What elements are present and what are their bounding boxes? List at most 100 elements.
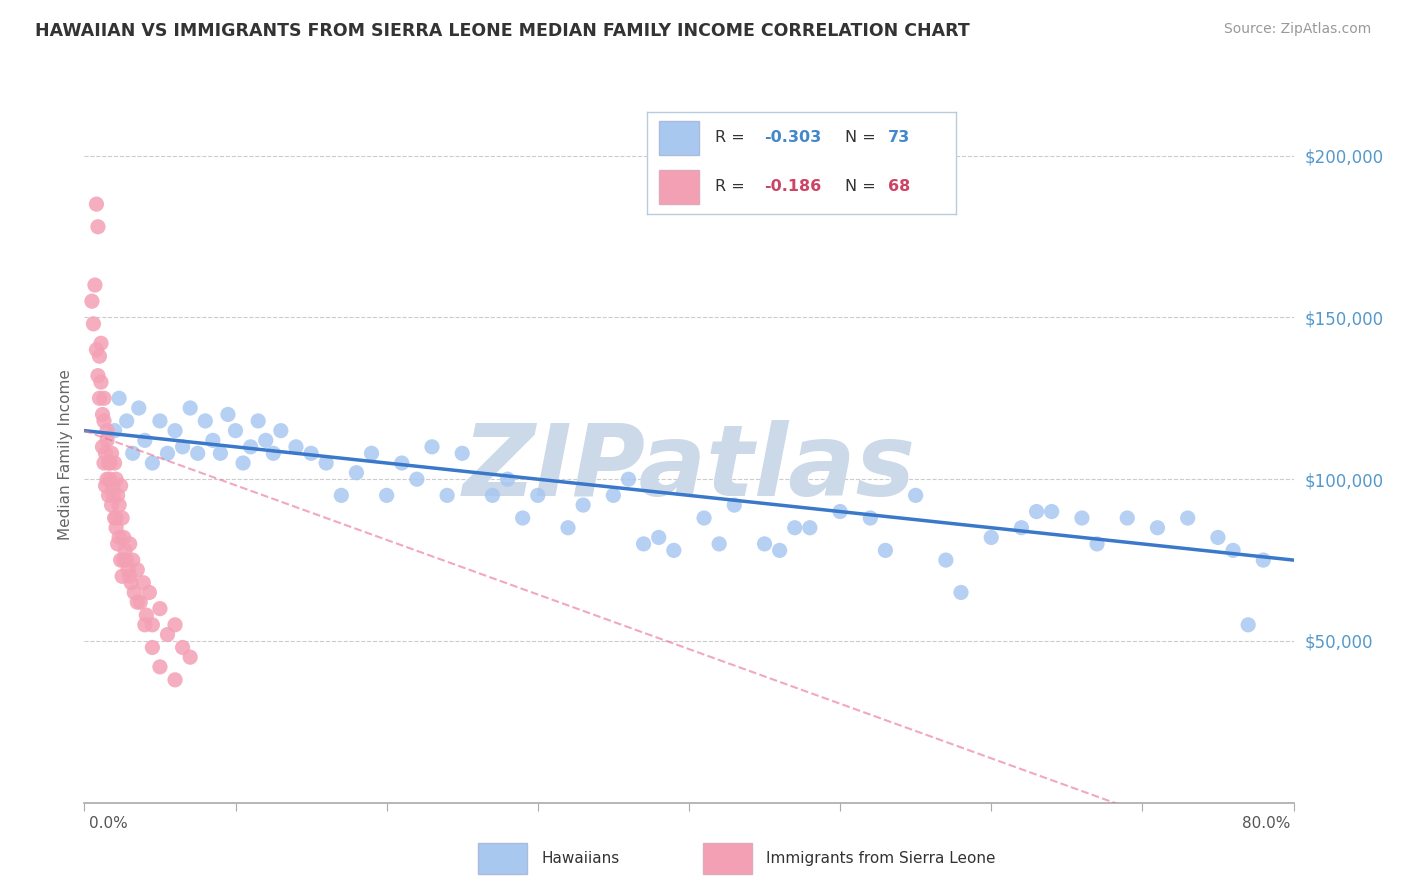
Point <box>633 537 655 551</box>
Point <box>149 414 172 428</box>
Point <box>138 585 160 599</box>
Point <box>194 414 217 428</box>
Point <box>104 456 127 470</box>
Point <box>141 617 163 632</box>
Point <box>127 563 149 577</box>
FancyBboxPatch shape <box>659 120 699 154</box>
Point <box>709 537 731 551</box>
Text: Immigrants from Sierra Leone: Immigrants from Sierra Leone <box>766 851 995 866</box>
Point <box>225 424 247 438</box>
Point <box>935 553 957 567</box>
Point <box>284 440 308 454</box>
Text: 68: 68 <box>889 179 910 194</box>
Point <box>980 531 1002 545</box>
Point <box>165 673 187 687</box>
Point <box>141 456 163 470</box>
Point <box>122 585 145 599</box>
Point <box>105 521 128 535</box>
Point <box>96 424 118 438</box>
Point <box>105 472 128 486</box>
Point <box>128 401 150 415</box>
Point <box>723 498 745 512</box>
Point <box>112 553 135 567</box>
Point <box>165 617 187 632</box>
Point <box>91 408 114 422</box>
Point <box>86 197 108 211</box>
Point <box>104 424 127 438</box>
Point <box>96 434 118 448</box>
FancyBboxPatch shape <box>659 170 699 204</box>
Point <box>89 349 111 363</box>
Text: 73: 73 <box>889 130 910 145</box>
Point <box>112 531 135 545</box>
Point <box>769 543 792 558</box>
Point <box>262 446 284 460</box>
Point <box>149 660 172 674</box>
Point <box>94 478 117 492</box>
Point <box>120 575 142 590</box>
Point <box>141 640 163 655</box>
Point <box>93 414 115 428</box>
Point <box>156 446 179 460</box>
Point <box>254 434 277 448</box>
Point <box>172 440 194 454</box>
Point <box>98 456 121 470</box>
Text: 0.0%: 0.0% <box>89 816 128 831</box>
Point <box>156 627 179 641</box>
Point <box>512 511 534 525</box>
Point <box>662 543 685 558</box>
Point <box>129 595 152 609</box>
Text: Hawaiians: Hawaiians <box>541 851 620 866</box>
Point <box>97 456 120 470</box>
Point <box>134 617 156 632</box>
Point <box>420 440 443 454</box>
Point <box>247 414 270 428</box>
Point <box>111 569 134 583</box>
Point <box>134 434 156 448</box>
Point <box>1010 521 1032 535</box>
Point <box>1222 543 1244 558</box>
Point <box>172 640 194 655</box>
Point <box>84 278 107 293</box>
Point <box>118 569 141 583</box>
Point <box>100 498 122 512</box>
Point <box>830 504 852 518</box>
Point <box>1071 511 1094 525</box>
Point <box>527 488 550 502</box>
Text: N =: N = <box>845 130 880 145</box>
Point <box>1040 504 1063 518</box>
Point <box>270 424 292 438</box>
Point <box>557 521 579 535</box>
Point <box>90 375 112 389</box>
Point <box>360 446 382 460</box>
Point <box>201 434 224 448</box>
Point <box>1206 531 1229 545</box>
Point <box>209 446 232 460</box>
Point <box>104 511 127 525</box>
Point <box>107 537 129 551</box>
Point <box>1025 504 1047 518</box>
Point <box>375 488 398 502</box>
Point <box>96 472 118 486</box>
Point <box>1177 511 1199 525</box>
Point <box>82 317 104 331</box>
Point <box>115 414 138 428</box>
Text: -0.186: -0.186 <box>765 179 821 194</box>
FancyBboxPatch shape <box>703 843 752 874</box>
Point <box>1085 537 1108 551</box>
Point <box>783 521 806 535</box>
Point <box>114 543 136 558</box>
Point <box>436 488 458 502</box>
Text: Source: ZipAtlas.com: Source: ZipAtlas.com <box>1223 22 1371 37</box>
Point <box>330 488 353 502</box>
Point <box>115 553 138 567</box>
Text: HAWAIIAN VS IMMIGRANTS FROM SIERRA LEONE MEDIAN FAMILY INCOME CORRELATION CHART: HAWAIIAN VS IMMIGRANTS FROM SIERRA LEONE… <box>35 22 970 40</box>
Point <box>93 392 115 406</box>
Point <box>904 488 927 502</box>
Point <box>110 478 132 492</box>
Point <box>97 488 120 502</box>
Point <box>754 537 776 551</box>
Point <box>1237 617 1260 632</box>
Point <box>108 392 131 406</box>
Point <box>121 446 143 460</box>
